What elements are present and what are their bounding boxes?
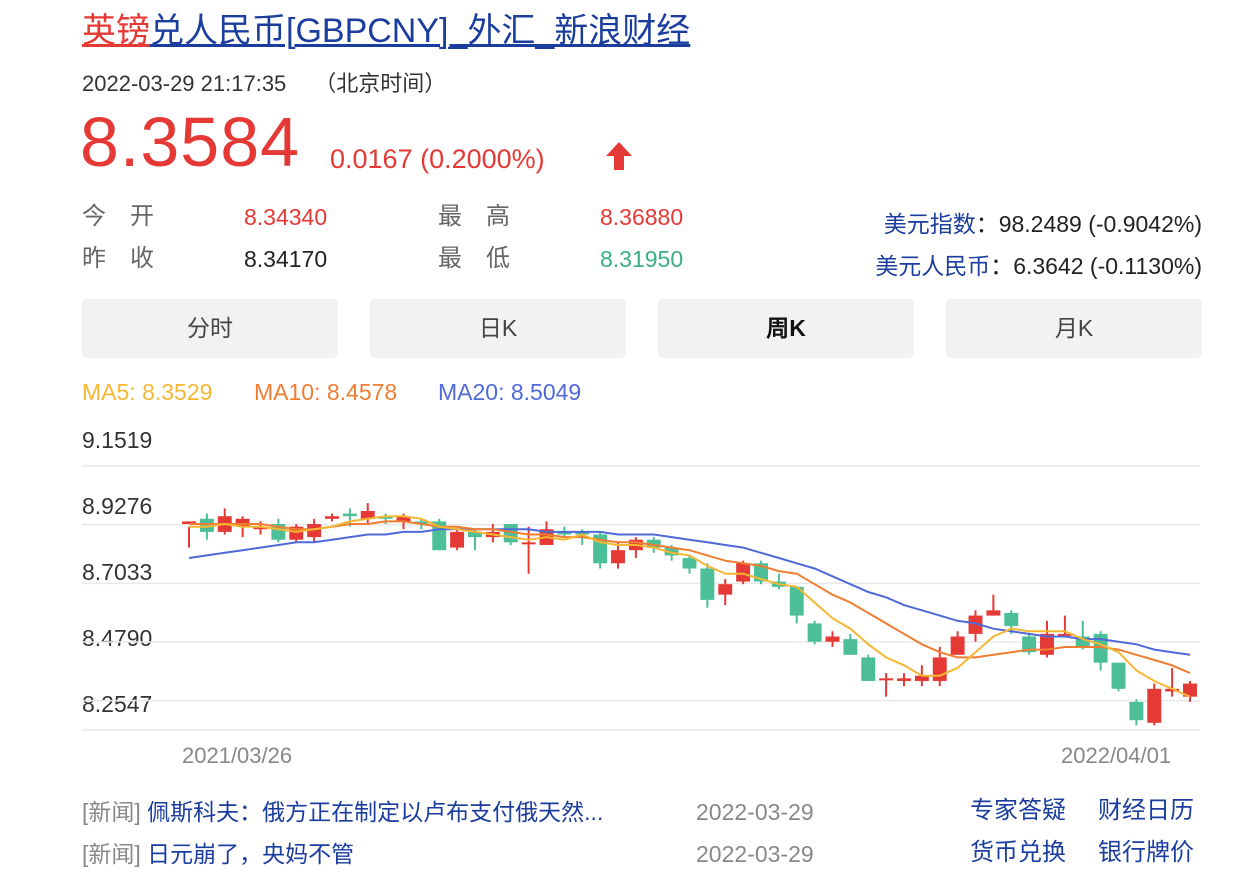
candle — [789, 586, 804, 624]
candle — [1165, 667, 1180, 697]
ma20-line — [188, 528, 1191, 656]
candle — [968, 610, 983, 642]
title-highlight-link[interactable]: 英镑 — [82, 12, 150, 50]
candle — [593, 531, 608, 569]
ma10-line — [189, 520, 1191, 675]
candle — [986, 594, 1001, 616]
stat-label-prev-close: 昨收 — [82, 245, 178, 272]
stat-value-low: 8.31950 — [600, 246, 684, 272]
candle — [843, 633, 858, 655]
quote-time: 2022-03-29 21:17:35 （北京时间） — [82, 70, 446, 98]
news-title-link[interactable]: 日元崩了，央妈不管 — [147, 841, 355, 867]
usdcny-value: 6.3642 (-0.1130%) — [1013, 253, 1202, 279]
bank-rates-link[interactable]: 银行牌价 — [1098, 839, 1194, 866]
y-tick-label: 8.9276 — [82, 493, 153, 519]
current-price: 8.3584 — [80, 103, 301, 181]
stat-value-prev-close: 8.34170 — [244, 246, 328, 272]
candle — [1022, 633, 1037, 655]
news-tag: [新闻] — [82, 841, 141, 867]
candle — [1040, 620, 1054, 658]
y-tick-label: 8.2547 — [82, 691, 153, 717]
candle — [289, 524, 304, 543]
finance-calendar-link[interactable]: 财经日历 — [1098, 797, 1194, 824]
ma10-label: MA10: 8.4578 — [254, 379, 398, 405]
stat-label-high: 最高 — [438, 203, 534, 230]
candle — [611, 542, 625, 569]
candle — [325, 513, 339, 522]
candle — [628, 537, 643, 559]
candle — [1129, 699, 1144, 726]
candle — [807, 620, 822, 645]
candle — [1111, 662, 1126, 692]
candle — [879, 673, 894, 697]
candle — [450, 529, 465, 551]
candle — [825, 631, 840, 647]
candle — [1147, 683, 1162, 726]
candle — [182, 521, 196, 548]
tab-intraday[interactable]: 分时 — [82, 299, 338, 358]
candle — [503, 524, 518, 545]
candle — [771, 573, 786, 590]
candle — [897, 673, 911, 687]
news-item: [新闻] 日元崩了，央妈不管 — [82, 839, 354, 869]
news-title-link[interactable]: 佩斯科夫：俄方正在制定以卢布支付俄天然... — [147, 799, 604, 825]
candle — [1093, 631, 1108, 671]
x-axis-start-label: 2021/03/26 — [182, 743, 293, 768]
title-link[interactable]: 兑人民币[GBPCNY]_外汇_新浪财经 — [150, 12, 691, 50]
page-title: 英镑兑人民币[GBPCNY]_外汇_新浪财经 — [82, 8, 690, 54]
y-tick-label: 9.1519 — [82, 427, 153, 453]
ma5-label: MA5: 8.3529 — [82, 379, 213, 405]
currency-exchange-link[interactable]: 货币兑换 — [970, 839, 1066, 866]
candle — [682, 555, 697, 574]
expert-qa-link[interactable]: 专家答疑 — [970, 797, 1066, 824]
price-change: 0.0167 (0.2000%) — [330, 144, 545, 174]
stat-label-open: 今开 — [82, 203, 178, 230]
stat-label-low: 最低 — [438, 245, 534, 272]
news-date: 2022-03-29 — [696, 841, 814, 867]
candle — [950, 631, 965, 655]
y-tick-label: 8.4790 — [82, 625, 153, 651]
tab-monthly-k[interactable]: 月K — [946, 299, 1202, 358]
candle — [1004, 610, 1019, 634]
usd-index-link[interactable]: 美元指数 — [883, 211, 976, 237]
news-tag: [新闻] — [82, 799, 141, 825]
usdcny-index: 美元人民币：6.3642 (-0.1130%) — [875, 253, 1202, 279]
x-axis-end-label: 2022/04/01 — [1061, 743, 1172, 768]
tab-daily-k[interactable]: 日K — [370, 299, 626, 358]
news-item: [新闻] 佩斯科夫：俄方正在制定以卢布支付俄天然... — [82, 797, 603, 827]
candle — [1057, 615, 1072, 637]
candle — [736, 560, 751, 585]
candle — [1183, 680, 1197, 702]
y-tick-label: 8.7033 — [82, 559, 153, 585]
tab-weekly-k[interactable]: 周K — [658, 299, 914, 358]
up-arrow-icon — [606, 142, 632, 170]
ma20-label: MA20: 8.5049 — [438, 379, 582, 405]
stat-value-open: 8.34340 — [244, 204, 328, 230]
usd-index: 美元指数：98.2489 (-0.9042%) — [883, 211, 1202, 237]
candle — [217, 508, 232, 535]
quote-datetime: 2022-03-29 21:17:35 — [82, 71, 287, 96]
stat-value-high: 8.36880 — [600, 204, 684, 230]
candle — [1075, 620, 1090, 650]
candle — [861, 654, 876, 681]
candle — [700, 563, 715, 608]
usdcny-link[interactable]: 美元人民币 — [875, 253, 991, 279]
candle — [307, 518, 322, 543]
news-date: 2022-03-29 — [696, 799, 814, 825]
ma5-line — [189, 515, 1191, 698]
timezone-label: （北京时间） — [314, 71, 447, 96]
usd-index-value: 98.2489 (-0.9042%) — [998, 211, 1202, 237]
candle — [360, 503, 375, 525]
candle — [718, 578, 733, 606]
